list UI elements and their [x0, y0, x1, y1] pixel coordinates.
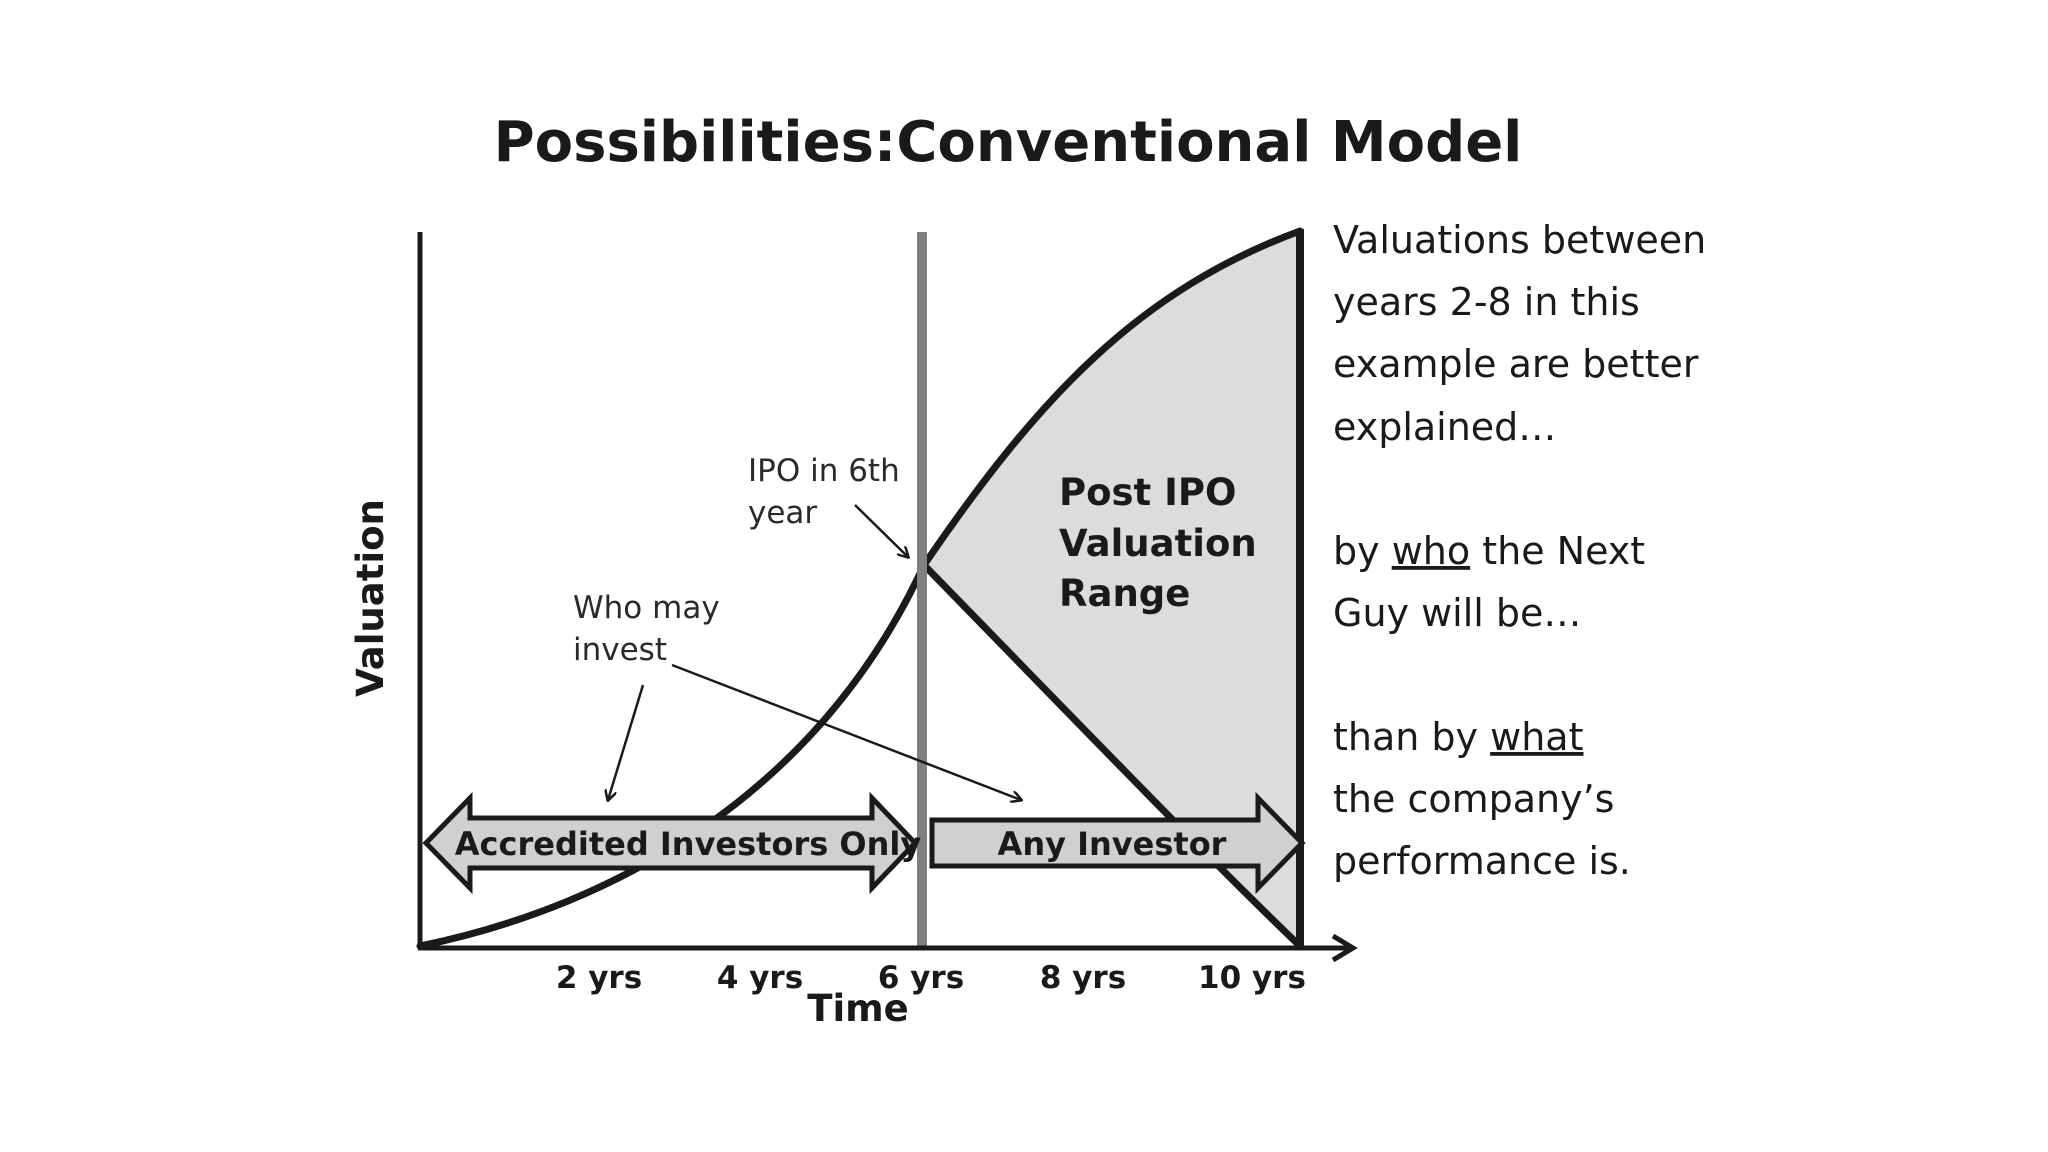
side-text-line: explained…	[1333, 405, 1556, 449]
x-axis-arrow-icon	[1331, 933, 1358, 963]
x-tick-label: 10 yrs	[1198, 960, 1306, 996]
who-may-invest-line: invest	[573, 632, 667, 668]
side-text-line: years 2-8 in this	[1333, 280, 1640, 324]
side-text-fragment: the Next	[1470, 529, 1645, 573]
x-tick-label: 6 yrs	[878, 960, 964, 996]
who-invest-arrow-any	[671, 663, 1021, 800]
side-text-emphasis-who: who	[1392, 529, 1470, 573]
side-text-line: Valuations between	[1333, 218, 1706, 262]
page-title: Possibilities:Conventional Model	[494, 110, 1523, 175]
side-text-fragment: by	[1333, 529, 1392, 573]
valuation-decline-curve	[920, 561, 1304, 950]
post-ipo-valuation-region	[924, 231, 1300, 946]
post-ipo-label-line: Valuation	[1059, 522, 1257, 565]
side-explanation-who: by who the Next Guy will be…	[1333, 529, 1657, 635]
side-text-line: the company’s	[1333, 777, 1614, 821]
x-axis-label: Time	[807, 987, 909, 1030]
accredited-investors-label: Accredited Investors Only	[455, 825, 922, 863]
ipo-pointer-arrow	[854, 504, 908, 557]
x-tick-label: 2 yrs	[556, 960, 642, 996]
valuation-growth-curve	[416, 227, 1304, 950]
accredited-investors-band	[422, 791, 919, 895]
ipo-annotation: IPO in 6th year	[748, 453, 910, 531]
who-may-invest-line: Who may	[573, 590, 720, 626]
side-explanation: Valuations between years 2-8 in this exa…	[1333, 218, 1718, 449]
post-ipo-label-line: Range	[1059, 572, 1190, 615]
side-text-emphasis-what: what	[1490, 715, 1583, 759]
any-investor-label: Any Investor	[998, 825, 1227, 863]
who-may-invest-annotation: Who may invest	[573, 590, 730, 668]
y-axis-label: Valuation	[349, 499, 392, 697]
side-text-line: example are better	[1333, 342, 1699, 386]
side-text-fragment: than by	[1333, 715, 1490, 759]
post-ipo-label-line: Post IPO	[1059, 471, 1236, 514]
ipo-annotation-line: IPO in 6th	[748, 453, 900, 489]
side-text-line: performance is.	[1333, 839, 1631, 883]
post-ipo-label: Post IPO Valuation Range	[1059, 471, 1270, 615]
any-investor-band	[929, 791, 1306, 895]
x-tick-label: 4 yrs	[717, 960, 803, 996]
side-explanation-what: than by what the company’s performance i…	[1333, 715, 1631, 883]
who-invest-arrow-accredited	[608, 684, 645, 800]
ipo-annotation-line: year	[748, 495, 817, 531]
side-text-line: Guy will be…	[1333, 591, 1581, 635]
x-tick-label: 8 yrs	[1040, 960, 1126, 996]
